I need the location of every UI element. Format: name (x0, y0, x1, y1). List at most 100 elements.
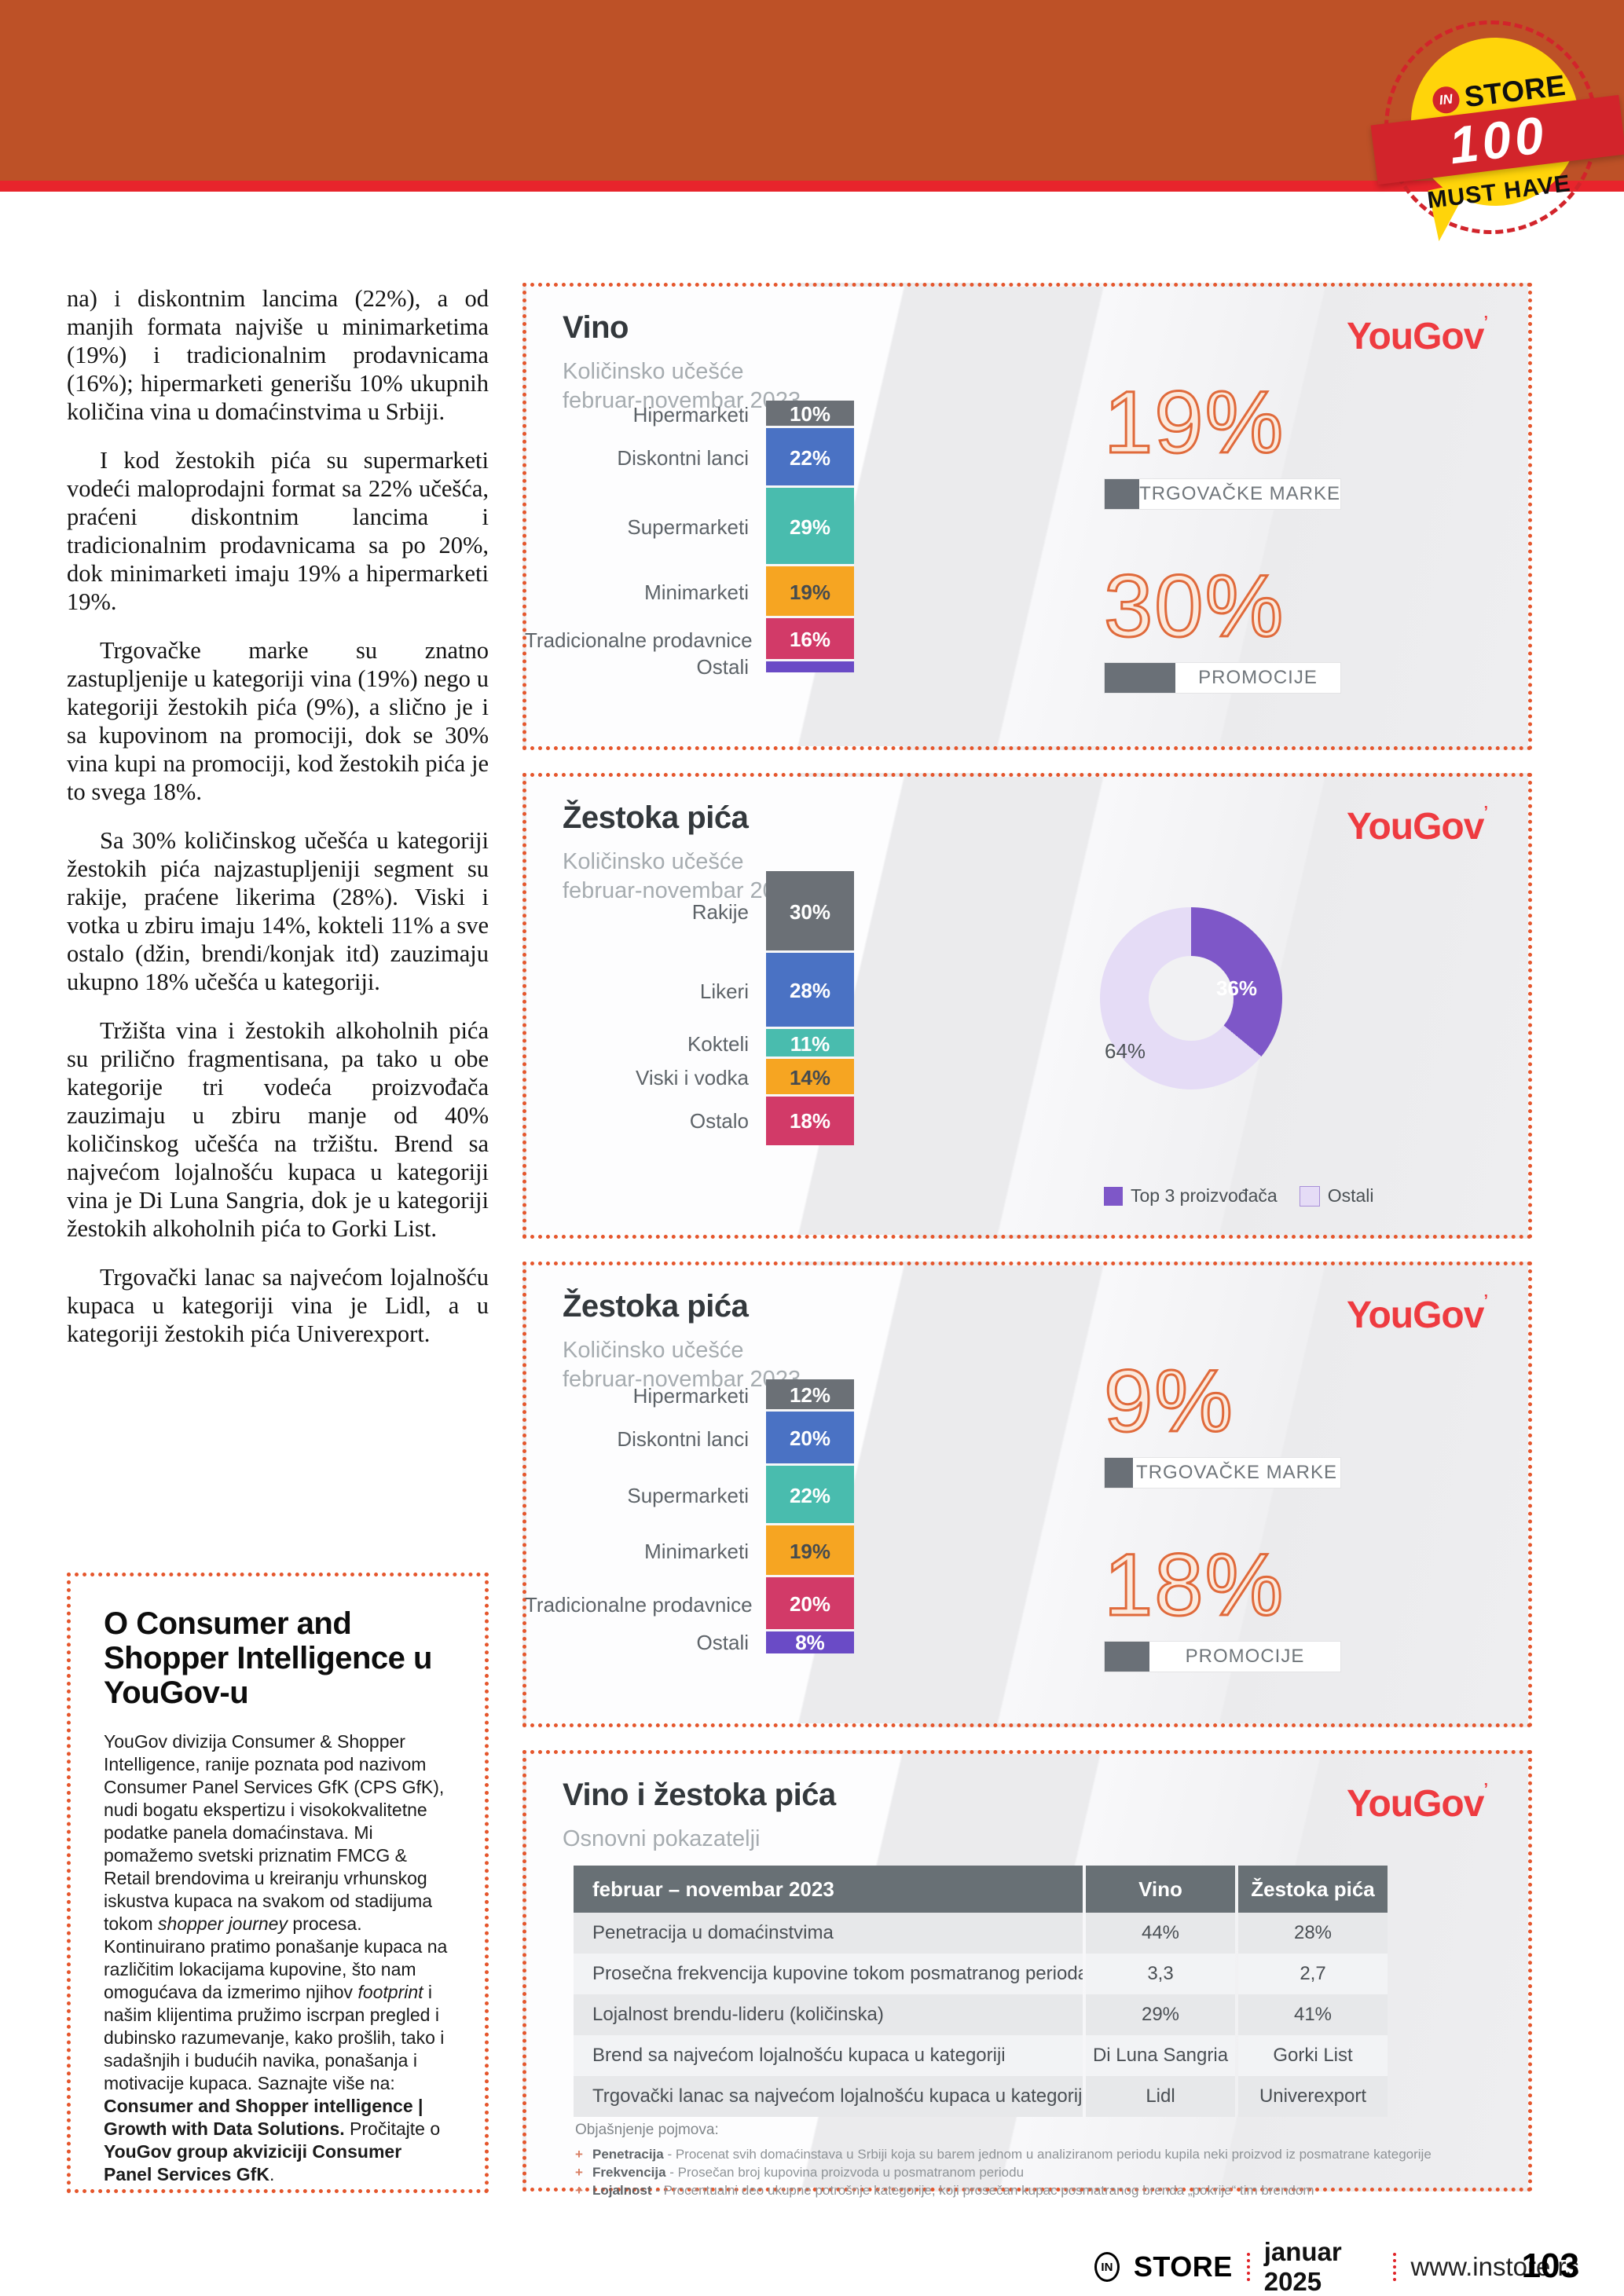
bar-segment-value: 29% (789, 514, 831, 539)
panel-subtitle-line: Količinsko učešće (563, 359, 744, 384)
note-bullet-icon: + (575, 2165, 583, 2180)
panel-title: Žestoka pića (563, 800, 749, 835)
table-row: Lojalnost brendu-lideru (količinska) 29% 4… (574, 1994, 1388, 2035)
note-text: Penetracija - Procenat svih domaćinstava… (592, 2147, 1432, 2162)
table-row: Brend sa najvećom lojalnošću kupaca u ka… (574, 2035, 1388, 2076)
table-label-cell: Trgovački lanac sa najvećom lojalnošću k… (574, 2076, 1083, 2117)
panel-title: Žestoka pića (563, 1289, 749, 1324)
legend-item: Ostali (1299, 1185, 1374, 1207)
bar-category-label: Ostali (696, 655, 749, 679)
table-value-cell: 3,3 (1086, 1954, 1235, 1994)
bar-segment-value: 11% (790, 1031, 830, 1056)
bar-segment-diskontni-lanci: 22% (766, 428, 854, 488)
bar-segment-ostalo: 18% (766, 1097, 854, 1145)
table-value-cell: Lidl (1086, 2076, 1235, 2117)
panel-osnovni-pokazatelji: Vino i žestoka pića Osnovni pokazatelji … (522, 1750, 1532, 2198)
table-row: Penetracija u domaćinstvima 44% 28% (574, 1913, 1388, 1954)
stat-promocije: 30% PROMOCIJE (1103, 561, 1450, 694)
bar-category-label: Diskontni lanci (617, 446, 749, 470)
bar-category-label: Ostali (696, 1631, 749, 1654)
stat-progress-track: PROMOCIJE (1104, 1641, 1341, 1672)
note-item: + Frekvencija - Prosečan broj kupovina pr… (575, 2163, 1487, 2181)
instore-logo-icon: IN (1094, 2252, 1120, 2282)
indicators-table: februar – novembar 2023 Vino Žestoka pića P… (574, 1866, 1388, 2117)
stat-progress-label: PROMOCIJE (1185, 1646, 1305, 1667)
article-paragraph: I kod žestokih pića su supermarketi vode… (67, 447, 489, 615)
table-value-cell: 41% (1238, 1994, 1388, 2035)
bar-segment-hipermarketi: 10% (766, 401, 854, 428)
bar-segment-value: 14% (789, 1065, 831, 1089)
panel-zestoka-formati: Žestoka pića Količinsko učešće februar-n… (522, 1262, 1532, 1727)
sidebar-box: O Consumer and Shopper Intelligence u Yo… (67, 1573, 489, 2193)
stat-progress-fill (1105, 479, 1140, 509)
bar-segment-tradicionalne-prodavnice: 20% (766, 1577, 854, 1631)
table-notes: Objašnjenje pojmova: + Penetracija - Proce… (575, 2122, 1487, 2199)
stat-value: 19% (1103, 373, 1285, 471)
bar-category-label: Rakije (691, 900, 749, 924)
note-text: Lojalnost - Procentualni deo ukupne potr… (592, 2183, 1314, 2198)
panel-subtitle: Osnovni pokazatelji (563, 1825, 760, 1854)
stat-progress-label: TRGOVAČKE MARKE (1139, 483, 1340, 504)
note-item: + Lojalnost - Procentualni deo ukupne pot… (575, 2181, 1487, 2199)
sidebar-title-line: O Consumer and (104, 1606, 352, 1641)
stat-progress-track: TRGOVAČKE MARKE (1104, 1457, 1341, 1489)
table-label-cell: Prosečna frekvencija kupovine tokom posm… (574, 1954, 1083, 1994)
stat-progress-track: PROMOCIJE (1104, 662, 1341, 694)
article-paragraphs: na) i diskontnim lancima (22%), a od man… (67, 284, 489, 1348)
bar-segment-value: 20% (789, 1592, 831, 1616)
bar-segment-tradicionalne-prodavnice: 16% (766, 618, 854, 661)
legend-label: Ostali (1327, 1185, 1374, 1206)
bar-segment-supermarketi: 29% (766, 488, 854, 566)
bar-segment-diskontni-lanci: 20% (766, 1412, 854, 1466)
bar-segment-kokteli: 11% (766, 1029, 854, 1059)
note-bullet-icon: + (575, 2147, 583, 2162)
panel-subtitle-line: Osnovni pokazatelji (563, 1826, 761, 1851)
donut-legend: Top 3 proizvođača Ostali (1104, 1185, 1373, 1207)
article-paragraph: Trgovački lanac sa najvećom lojalnošću k… (67, 1264, 489, 1347)
note-text: Frekvencija - Prosečan broj kupovina pro… (592, 2165, 1025, 2180)
stat-progress-fill (1105, 1642, 1149, 1672)
yougov-logo: YouGov’ (1346, 804, 1488, 848)
bar-segment-value: 30% (789, 899, 831, 924)
panel-zestoka-segmenti: Žestoka pića Količinsko učešće februar-n… (522, 773, 1532, 1239)
table-value-cell: Gorki List (1238, 2035, 1388, 2076)
bar-category-label: Hipermarketi (632, 1383, 749, 1408)
legend-label: Top 3 proizvođača (1131, 1185, 1278, 1206)
table-value-cell: Univerexport (1238, 2076, 1388, 2117)
bar-segment-viski-i-vodka: 14% (766, 1059, 854, 1097)
bar-category-label: Minimarketi (644, 1540, 749, 1563)
bar-category-label: Diskontni lanci (617, 1426, 749, 1451)
top3-proizvodjaca-donut-chart: 36% 64% (1100, 907, 1282, 1089)
bar-segment-value: 12% (789, 1383, 831, 1407)
table-header-cell: Žestoka pića (1238, 1866, 1388, 1913)
article-paragraph: Sa 30% količinskog učešća u kategoriji ž… (67, 827, 489, 995)
bar-category-label: Tradicionalne prodavnice (525, 628, 753, 652)
table-value-cell: 29% (1086, 1994, 1235, 2035)
stat-progress-fill (1105, 1458, 1133, 1488)
footer-separator (1246, 2253, 1250, 2281)
bar-category-label: Kokteli (687, 1032, 749, 1056)
table-value-cell: 44% (1086, 1913, 1235, 1954)
in-circle-logo: IN (1431, 85, 1461, 115)
badge-number: 100 (1446, 104, 1551, 175)
notes-heading: Objašnjenje pojmova: (575, 2122, 719, 2138)
bar-segment-value: 16% (789, 628, 831, 651)
bar-category-label: Likeri (699, 979, 749, 1003)
stat-progress-label: TRGOVAČKE MARKE (1136, 1462, 1337, 1483)
note-bullet-icon: + (575, 2183, 583, 2198)
table-row: Prosečna frekvencija kupovine tokom posm… (574, 1954, 1388, 1994)
bar-category-label: Viski i vodka (635, 1066, 749, 1089)
yougov-logo: YouGov’ (1346, 313, 1488, 357)
article-paragraph: Tržišta vina i žestokih alkoholnih pića … (67, 1017, 489, 1242)
yougov-logo: YouGov’ (1346, 1781, 1488, 1825)
table-value-cell: Di Luna Sangria (1086, 2035, 1235, 2076)
article-column: na) i diskontnim lancima (22%), a od man… (67, 284, 489, 1368)
bar-category-label: Tradicionalne prodavnice (525, 1592, 753, 1617)
sidebar-title-line: Shopper Intelligence u (104, 1641, 432, 1675)
table-header-cell: Vino (1086, 1866, 1235, 1913)
table-label-cell: Brend sa najvećom lojalnošću kupaca u ka… (574, 2035, 1083, 2076)
bar-segment-rakije: 30% (766, 871, 854, 953)
stat-value: 18% (1103, 1536, 1285, 1634)
bar-segment-ostali: 8% (766, 1631, 854, 1654)
bar-segment-minimarketi: 19% (766, 1525, 854, 1577)
